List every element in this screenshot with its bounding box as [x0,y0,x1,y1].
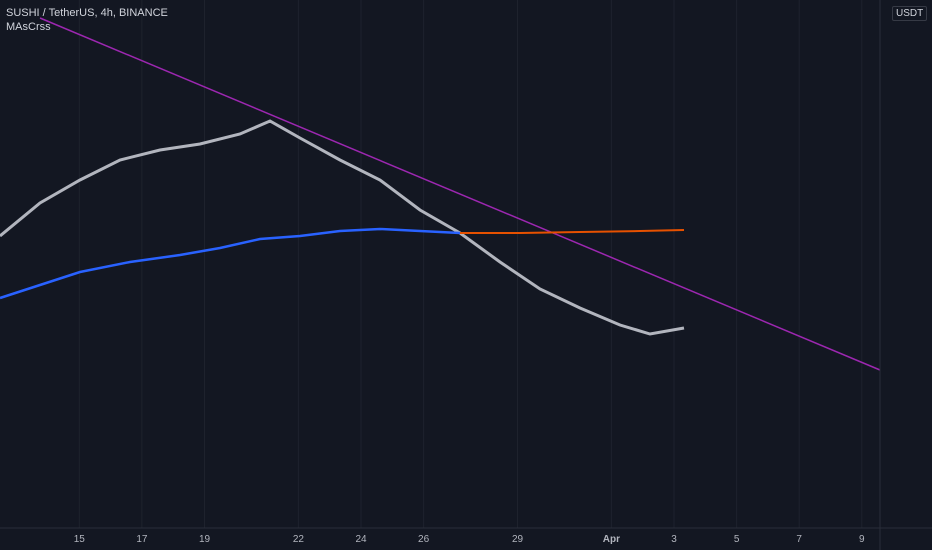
time-tick-label: 3 [671,534,677,545]
price-axis[interactable]: 23.00022.00021.00020.00019.00018.00017.0… [879,0,919,550]
moving-averages [0,119,685,336]
interval-label[interactable]: 4h [100,7,113,19]
ma-fast-line [0,119,685,336]
time-tick-label: 29 [512,534,524,545]
time-tick-label: Apr [603,534,620,545]
time-tick-label: 19 [199,534,211,545]
time-tick-label: 24 [355,534,367,545]
time-axis[interactable]: 15 17 19 22 24 26 29 Apr 3 5 7 9 [0,527,932,545]
indicator-name[interactable]: MAsCrss [6,21,51,33]
time-tick-label: 9 [859,534,865,545]
chart-grid [78,0,863,528]
symbol-name[interactable]: SUSHI / TetherUS [6,7,95,19]
ma-slow-line [0,227,461,300]
descending-trendline [39,17,881,371]
time-tick-label: 22 [293,534,305,545]
time-tick-label: 7 [796,534,802,545]
time-tick-label: 5 [734,534,740,545]
symbol-row[interactable]: SUSHI / TetherUS, 4h, BINANCE [6,7,168,19]
trendline-layer[interactable] [39,17,881,371]
indicator-row[interactable]: MAsCrss [6,20,168,34]
chart-legend: SUSHI / TetherUS, 4h, BINANCE MAsCrss [6,6,168,34]
time-tick-label: 17 [136,534,148,545]
time-tick-label: 15 [74,534,86,545]
exchange-label: BINANCE [118,7,168,19]
currency-label[interactable]: USDT [892,6,928,21]
time-tick-label: 26 [418,534,430,545]
ma-long-line [460,229,685,234]
